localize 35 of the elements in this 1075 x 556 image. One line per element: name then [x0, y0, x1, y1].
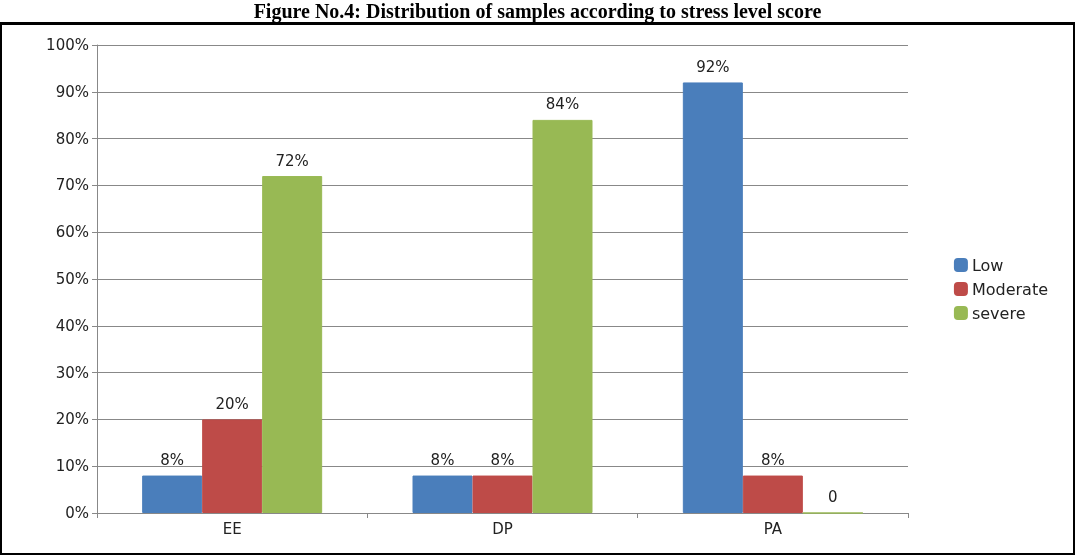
x-tick-label: PA: [763, 519, 783, 538]
y-tick-label: 40%: [55, 316, 89, 335]
bar: [742, 475, 803, 513]
bar: [682, 82, 743, 513]
data-label: 0: [828, 488, 838, 506]
y-tick-label: 80%: [55, 129, 89, 148]
y-tick-label: 60%: [55, 223, 89, 242]
y-tick-label: 20%: [55, 410, 89, 429]
data-label: 92%: [696, 57, 730, 76]
bar: [412, 475, 473, 513]
bar: [532, 119, 593, 513]
y-tick-label: 10%: [55, 457, 89, 476]
x-tick-label: EE: [222, 519, 242, 538]
legend-label: severe: [971, 303, 1026, 323]
data-label: 20%: [215, 394, 249, 413]
legend-label: Moderate: [971, 279, 1048, 299]
data-label: 72%: [275, 151, 309, 170]
y-tick-label: 30%: [55, 363, 89, 382]
data-label: 8%: [430, 451, 455, 470]
y-tick-label: 100%: [46, 36, 89, 54]
bar: [202, 419, 263, 513]
legend-label: Low: [971, 255, 1004, 275]
data-label: 8%: [760, 451, 785, 470]
chart-title: Figure No.4: Distribution of samples according to stress level score: [0, 0, 1075, 25]
data-label: 8%: [160, 451, 185, 470]
bar: [142, 475, 203, 513]
y-tick-label: 90%: [55, 82, 89, 101]
data-label: 84%: [545, 95, 580, 114]
bar: [262, 176, 323, 513]
x-tick-label: DP: [492, 519, 513, 538]
y-tick-label: 50%: [55, 270, 89, 288]
y-tick-label: 70%: [55, 176, 89, 195]
y-tick-label: 0%: [65, 504, 89, 522]
data-label: 8%: [490, 451, 515, 470]
bar: [472, 475, 533, 513]
